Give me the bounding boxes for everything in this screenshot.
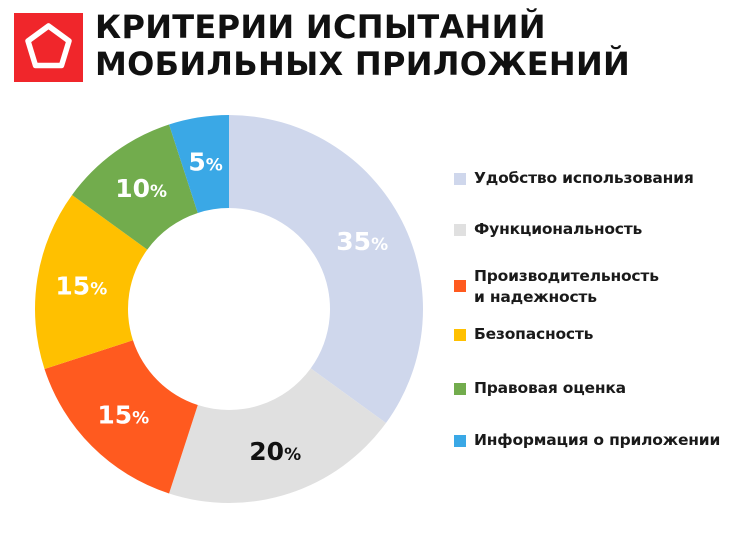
slice-value-label: 20% — [249, 437, 301, 466]
donut-slice — [35, 194, 148, 369]
title-line-1: КРИТЕРИИ ИСПЫТАНИЙ — [95, 8, 546, 46]
page-title: КРИТЕРИИ ИСПЫТАНИЙ МОБИЛЬНЫХ ПРИЛОЖЕНИЙ — [95, 9, 630, 83]
legend-label: Удобство использования — [474, 169, 694, 187]
legend-label: Информация о приложении — [474, 431, 721, 449]
legend-label: Правовая оценка — [474, 379, 626, 397]
legend-item: Удобство использования — [454, 168, 694, 189]
legend-item: Правовая оценка — [454, 378, 626, 399]
donut-chart: 35% 20% 15% 15% 10% 5% — [35, 115, 423, 503]
donut-slice — [169, 115, 229, 213]
legend-swatch-icon — [454, 329, 466, 341]
slice-value-label: 5% — [188, 147, 222, 176]
donut-slice — [44, 340, 198, 494]
legend-swatch-icon — [454, 173, 466, 185]
legend-item: Функциональность — [454, 219, 642, 240]
legend-swatch-icon — [454, 280, 466, 292]
slice-value-label: 15% — [97, 401, 149, 430]
slice-value-label: 35% — [336, 227, 388, 256]
donut-slice — [169, 368, 386, 503]
legend-item: Информация о приложении — [454, 430, 720, 451]
slice-value-label: 10% — [115, 174, 167, 203]
slice-value-label: 15% — [55, 272, 107, 301]
legend-label: Функциональность — [474, 220, 643, 238]
chart-legend: Удобство использования Функциональность Пр… — [454, 0, 751, 540]
legend-item: Безопасность — [454, 324, 593, 345]
legend-label: Безопасность — [474, 325, 594, 343]
title-line-2: МОБИЛЬНЫХ ПРИЛОЖЕНИЙ — [95, 45, 631, 83]
legend-swatch-icon — [454, 383, 466, 395]
legend-item: Производительность и надежность — [454, 266, 659, 308]
logo — [14, 13, 83, 82]
donut-slice — [229, 115, 423, 424]
donut-slice — [72, 124, 198, 250]
legend-label: Производительность и надежность — [474, 267, 659, 306]
legend-swatch-icon — [454, 435, 466, 447]
pentagon-logo-icon — [25, 23, 72, 69]
legend-swatch-icon — [454, 224, 466, 236]
